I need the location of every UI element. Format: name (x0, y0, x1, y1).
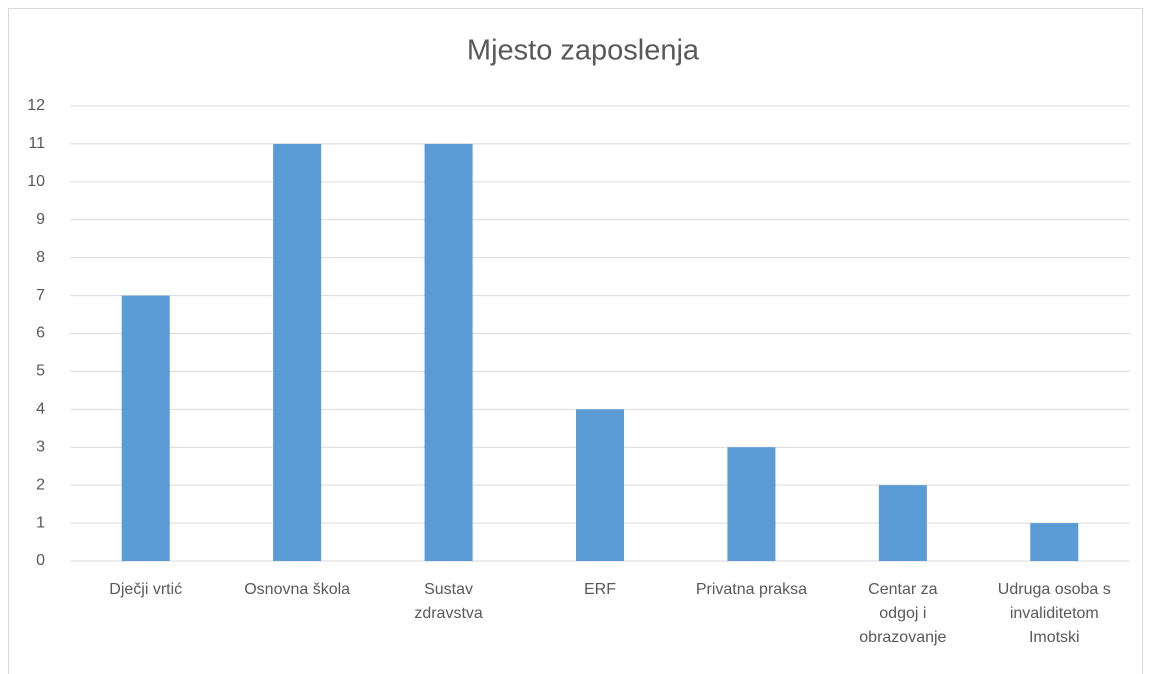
bar (424, 143, 473, 561)
y-tick-label: 4 (36, 401, 45, 418)
y-tick-label: 0 (36, 552, 45, 569)
y-tick-label: 8 (36, 249, 45, 266)
bar (1030, 523, 1079, 561)
bar (121, 295, 170, 561)
y-tick-label: 9 (36, 211, 45, 228)
y-tick-label: 1 (36, 514, 45, 531)
y-tick-label: 12 (27, 97, 45, 114)
x-tick-label: Privatna praksa (696, 581, 807, 598)
bar (727, 447, 776, 561)
y-tick-label: 11 (28, 135, 45, 152)
bar (273, 143, 322, 561)
y-tick-label: 2 (36, 476, 45, 493)
x-tick-label: Osnovna škola (244, 581, 350, 598)
y-tick-label: 6 (36, 325, 45, 342)
chart-border (8, 8, 1143, 674)
bar (576, 409, 624, 561)
x-tick-label: Sustav zdravstva (414, 581, 483, 622)
x-tick-label: Dječji vrtić (109, 581, 182, 598)
y-tick-label: 5 (36, 363, 45, 380)
y-tick-label: 3 (36, 438, 45, 455)
x-tick-label: Centar za odgoj i obrazovanje (859, 581, 946, 646)
y-tick-label: 10 (27, 173, 45, 190)
chart-title: Mjesto zaposlenja (467, 35, 700, 67)
bar (878, 485, 927, 561)
x-tick-label: ERF (584, 581, 616, 598)
y-tick-label: 7 (36, 287, 45, 304)
x-tick-label: Udruga osoba s invaliditetom Imotski (998, 581, 1111, 646)
